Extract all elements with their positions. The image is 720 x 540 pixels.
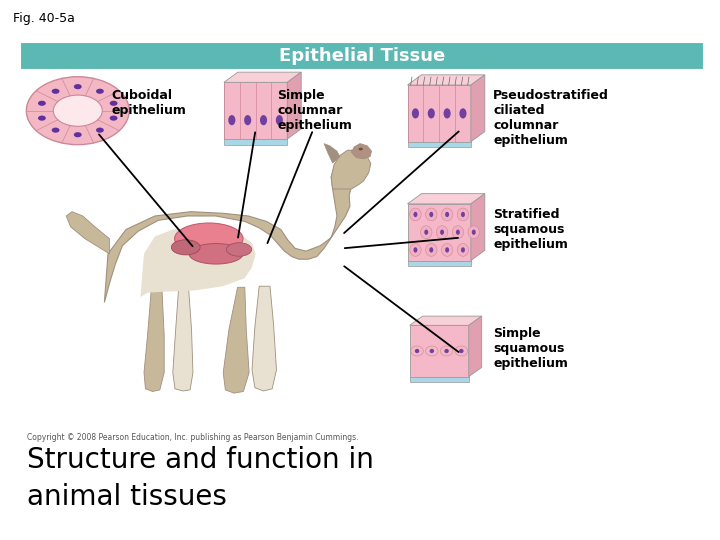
Text: Cuboidal
epithelium: Cuboidal epithelium (112, 89, 186, 117)
Polygon shape (471, 75, 485, 141)
Ellipse shape (424, 230, 428, 235)
Text: Stratified
squamous
epithelium: Stratified squamous epithelium (493, 208, 568, 251)
Ellipse shape (189, 244, 243, 264)
Bar (224, 139, 287, 145)
Polygon shape (469, 316, 482, 377)
Polygon shape (471, 194, 485, 261)
Bar (408, 261, 471, 266)
Ellipse shape (171, 240, 200, 255)
Ellipse shape (52, 127, 60, 133)
Ellipse shape (428, 109, 435, 118)
Ellipse shape (410, 244, 421, 256)
Ellipse shape (459, 349, 464, 353)
Ellipse shape (410, 208, 421, 221)
Ellipse shape (412, 109, 419, 118)
Text: Pseudostratified
ciliated
columnar
epithelium: Pseudostratified ciliated columnar epith… (493, 89, 609, 147)
Ellipse shape (468, 226, 480, 239)
Text: Fig. 40-5a: Fig. 40-5a (13, 12, 75, 25)
Polygon shape (104, 150, 366, 302)
Ellipse shape (441, 244, 453, 256)
Ellipse shape (420, 226, 432, 239)
Ellipse shape (413, 212, 418, 217)
Polygon shape (223, 287, 249, 393)
Ellipse shape (472, 230, 476, 235)
Polygon shape (173, 289, 193, 391)
Ellipse shape (429, 247, 433, 253)
Polygon shape (252, 286, 276, 391)
Ellipse shape (228, 115, 235, 125)
Ellipse shape (27, 77, 129, 145)
Ellipse shape (415, 349, 419, 353)
Ellipse shape (109, 116, 117, 121)
Ellipse shape (461, 247, 465, 253)
Ellipse shape (441, 208, 453, 221)
Ellipse shape (53, 95, 102, 126)
Text: Simple
columnar
epithelium: Simple columnar epithelium (277, 89, 352, 132)
Bar (20, 42, 704, 70)
Polygon shape (66, 212, 109, 254)
Ellipse shape (276, 115, 283, 125)
Ellipse shape (74, 132, 81, 137)
Ellipse shape (426, 208, 437, 221)
Ellipse shape (227, 242, 252, 256)
Ellipse shape (109, 100, 117, 106)
Bar (410, 325, 469, 377)
Ellipse shape (459, 109, 467, 118)
Ellipse shape (444, 349, 449, 353)
Ellipse shape (457, 244, 469, 256)
Polygon shape (331, 150, 371, 189)
Ellipse shape (96, 89, 104, 94)
Polygon shape (351, 144, 372, 159)
Ellipse shape (413, 247, 418, 253)
Bar (408, 85, 471, 141)
Text: Simple
squamous
epithelium: Simple squamous epithelium (493, 327, 568, 370)
Ellipse shape (74, 84, 81, 89)
Ellipse shape (426, 346, 438, 356)
Ellipse shape (436, 226, 448, 239)
Ellipse shape (96, 127, 104, 133)
Ellipse shape (38, 100, 46, 106)
Ellipse shape (430, 349, 434, 353)
Ellipse shape (429, 212, 433, 217)
Ellipse shape (38, 116, 46, 121)
Ellipse shape (444, 109, 451, 118)
Ellipse shape (456, 230, 460, 235)
Ellipse shape (174, 223, 243, 254)
Polygon shape (144, 291, 164, 392)
Bar (410, 377, 469, 382)
Text: Structure and function in: Structure and function in (27, 446, 374, 474)
Ellipse shape (457, 208, 469, 221)
Ellipse shape (461, 212, 465, 217)
Ellipse shape (445, 212, 449, 217)
Ellipse shape (441, 346, 453, 356)
Text: Epithelial Tissue: Epithelial Tissue (279, 47, 445, 65)
Polygon shape (408, 75, 485, 85)
Ellipse shape (359, 147, 363, 151)
Polygon shape (287, 72, 301, 139)
Polygon shape (224, 72, 301, 82)
Polygon shape (410, 316, 482, 325)
Bar (408, 141, 471, 147)
Ellipse shape (411, 346, 423, 356)
Polygon shape (140, 228, 256, 297)
Polygon shape (408, 194, 485, 204)
Bar (224, 82, 287, 139)
Ellipse shape (445, 247, 449, 253)
Polygon shape (324, 144, 340, 163)
Ellipse shape (244, 115, 251, 125)
Ellipse shape (455, 346, 467, 356)
Ellipse shape (52, 89, 60, 94)
Ellipse shape (440, 230, 444, 235)
Bar (408, 204, 471, 261)
Text: animal tissues: animal tissues (27, 483, 228, 511)
Ellipse shape (452, 226, 464, 239)
Ellipse shape (426, 244, 437, 256)
Ellipse shape (260, 115, 267, 125)
Text: Copyright © 2008 Pearson Education, Inc. publishing as Pearson Benjamin Cummings: Copyright © 2008 Pearson Education, Inc.… (27, 433, 359, 442)
